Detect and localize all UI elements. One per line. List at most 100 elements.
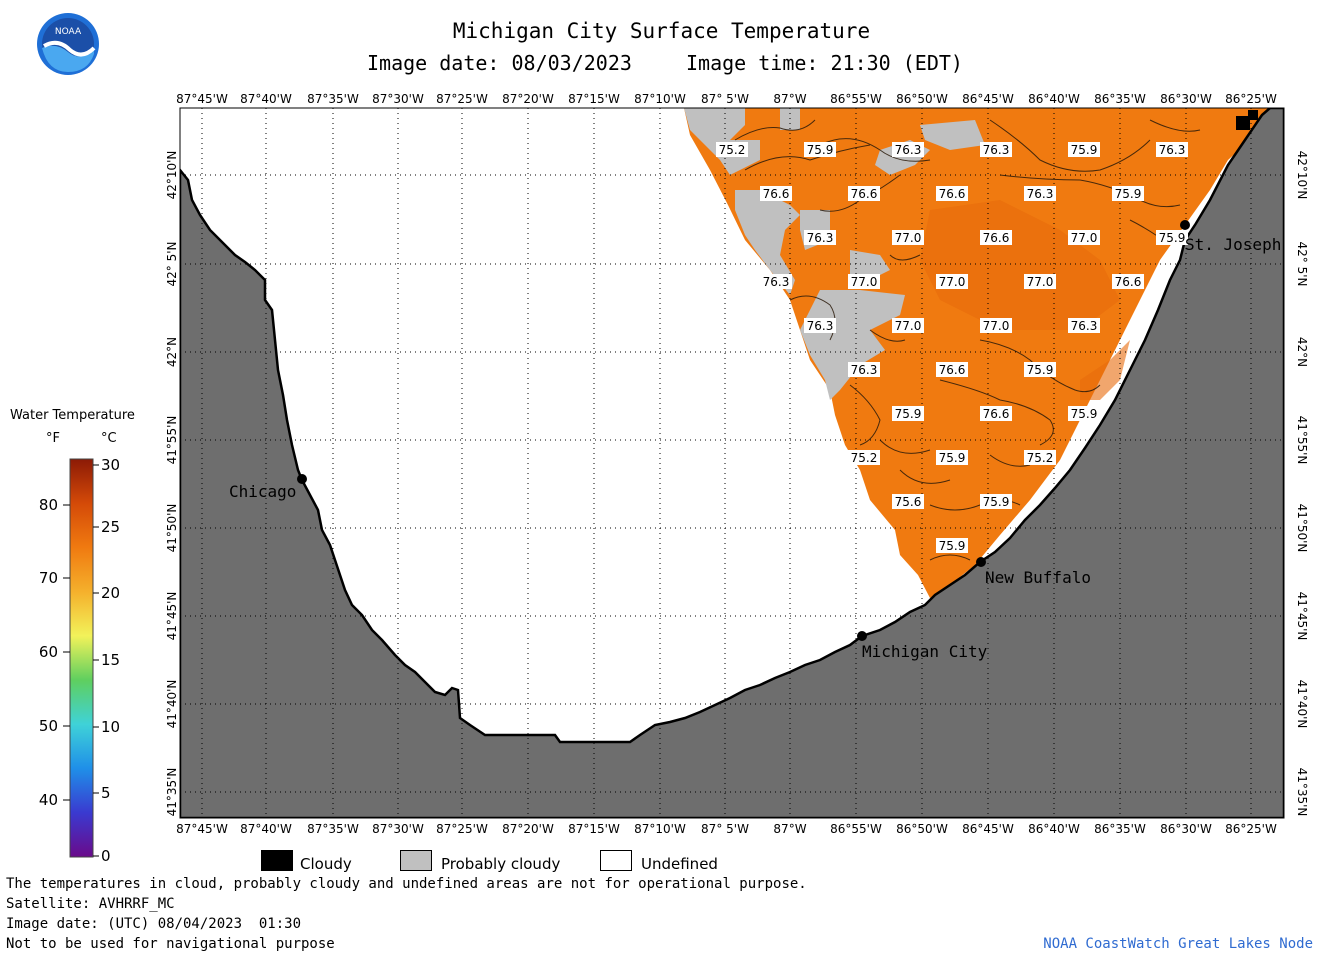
lat-label-left: 41°55'N	[165, 416, 179, 465]
temperature-label: 75.2	[1024, 450, 1056, 465]
lat-label-right: 41°50'N	[1295, 504, 1309, 553]
temperature-label: 75.2	[716, 142, 748, 157]
land-mass	[180, 108, 1284, 818]
svg-text:76.6: 76.6	[851, 187, 878, 201]
svg-text:75.9: 75.9	[1027, 363, 1054, 377]
footer-utc-date: Image date: (UTC) 08/04/2023 01:30	[6, 916, 302, 932]
temperature-label: 77.0	[936, 274, 968, 289]
lon-label-bottom: 87°35'W	[307, 822, 359, 836]
temperature-label: 76.6	[936, 186, 968, 201]
svg-text:76.3: 76.3	[851, 363, 878, 377]
temperature-label: 76.3	[760, 274, 792, 289]
temperature-label: 76.3	[804, 318, 836, 333]
svg-text:75.2: 75.2	[719, 143, 746, 157]
lon-label-top: 87°10'W	[634, 92, 686, 106]
svg-text:75.9: 75.9	[939, 539, 966, 553]
svg-text:77.0: 77.0	[939, 275, 966, 289]
lat-label-left: 41°40'N	[165, 680, 179, 729]
lat-label-left: 41°35'N	[165, 768, 179, 817]
lon-label-top: 86°40'W	[1028, 92, 1080, 106]
temperature-label: 77.0	[892, 230, 924, 245]
svg-text:76.6: 76.6	[983, 231, 1010, 245]
temperature-label: 77.0	[892, 318, 924, 333]
lon-label-bottom: 86°40'W	[1028, 822, 1080, 836]
city-label: St. Joseph	[1185, 235, 1281, 254]
lon-label-bottom: 86°55'W	[830, 822, 882, 836]
legend-c-tick: 20	[101, 584, 120, 602]
city-marker: Michigan City	[857, 631, 988, 661]
lon-label-top: 87°W	[773, 92, 806, 106]
legend-c-tick: 5	[101, 784, 111, 802]
svg-text:75.9: 75.9	[1071, 143, 1098, 157]
temperature-label: 76.6	[760, 186, 792, 201]
svg-text:75.2: 75.2	[1027, 451, 1054, 465]
temperature-label: 76.3	[980, 142, 1012, 157]
legend-c-tick: 10	[101, 718, 120, 736]
svg-text:77.0: 77.0	[895, 231, 922, 245]
lat-label-left: 41°45'N	[165, 592, 179, 641]
lat-label-right: 41°55'N	[1295, 416, 1309, 465]
svg-text:77.0: 77.0	[895, 319, 922, 333]
temperature-label: 77.0	[1068, 230, 1100, 245]
lon-label-top: 87°45'W	[176, 92, 228, 106]
temperature-label: 76.3	[1068, 318, 1100, 333]
lon-label-top: 86°30'W	[1160, 92, 1212, 106]
lon-label-bottom: 87°20'W	[502, 822, 554, 836]
lon-label-bottom: 87°40'W	[240, 822, 292, 836]
temperature-label: 76.3	[1156, 142, 1188, 157]
svg-text:76.6: 76.6	[763, 187, 790, 201]
lon-axis-top: 87°45'W 87°40'W 87°35'W 87°30'W 87°25'W 87°20…	[176, 92, 1277, 106]
lon-label-bottom: 87°45'W	[176, 822, 228, 836]
lat-label-right: 42° 5'N	[1295, 242, 1309, 287]
lat-label-right: 41°45'N	[1295, 592, 1309, 641]
lon-label-bottom: 86°30'W	[1160, 822, 1212, 836]
svg-text:75.9: 75.9	[895, 407, 922, 421]
legend-f-tick: 50	[39, 717, 58, 735]
legend-c-tick: 30	[101, 456, 120, 474]
lon-label-top: 87°15'W	[568, 92, 620, 106]
legend-f-tick: 80	[39, 496, 58, 514]
lon-axis-bottom: 87°45'W 87°40'W 87°35'W 87°30'W 87°25'W 87°20…	[176, 822, 1277, 836]
svg-text:75.9: 75.9	[983, 495, 1010, 509]
svg-text:76.6: 76.6	[939, 187, 966, 201]
lon-label-top: 87°20'W	[502, 92, 554, 106]
city-label: Chicago	[229, 482, 296, 501]
lon-label-bottom: 87°15'W	[568, 822, 620, 836]
image-time: Image time: 21:30 (EDT)	[686, 51, 963, 75]
legend-f-tick: 70	[39, 569, 58, 587]
temperature-label: 75.9	[1156, 230, 1188, 245]
lon-label-bottom: 87° 5'W	[701, 822, 749, 836]
lat-label-right: 42°N	[1295, 337, 1309, 367]
lon-label-top: 86°25'W	[1225, 92, 1277, 106]
lon-label-top: 86°55'W	[830, 92, 882, 106]
svg-text:75.9: 75.9	[939, 451, 966, 465]
lon-label-bottom: 86°35'W	[1094, 822, 1146, 836]
svg-text:75.9: 75.9	[1115, 187, 1142, 201]
temperature-label: 77.0	[980, 318, 1012, 333]
temperature-label: 77.0	[1024, 274, 1056, 289]
footer-credit[interactable]: NOAA CoastWatch Great Lakes Node	[1043, 936, 1313, 952]
city-layer: Chicago Michigan City New Buffalo St. Josep…	[229, 220, 1281, 661]
lon-label-bottom: 86°50'W	[896, 822, 948, 836]
temperature-label-layer: 75.2 75.9 76.3 76.3 75.9 76.3 76.6 76.6 76.6 76.3…	[716, 142, 1188, 553]
temperature-label: 75.9	[1024, 362, 1056, 377]
lon-label-top: 87° 5'W	[701, 92, 749, 106]
temperature-label: 77.0	[848, 274, 880, 289]
lon-label-top: 87°25'W	[436, 92, 488, 106]
svg-text:77.0: 77.0	[1071, 231, 1098, 245]
temperature-label: 75.9	[892, 406, 924, 421]
svg-text:75.9: 75.9	[807, 143, 834, 157]
svg-text:75.2: 75.2	[851, 451, 878, 465]
svg-text:76.3: 76.3	[807, 231, 834, 245]
temperature-label: 76.3	[848, 362, 880, 377]
legend-c-tick: 15	[101, 651, 120, 669]
lon-label-top: 86°50'W	[896, 92, 948, 106]
svg-text:76.3: 76.3	[895, 143, 922, 157]
temperature-label: 76.3	[804, 230, 836, 245]
svg-text:77.0: 77.0	[851, 275, 878, 289]
temperature-label: 75.9	[936, 450, 968, 465]
svg-text:76.3: 76.3	[807, 319, 834, 333]
temperature-label: 75.6	[892, 494, 924, 509]
map-frame	[179, 107, 1285, 819]
svg-text:76.6: 76.6	[983, 407, 1010, 421]
